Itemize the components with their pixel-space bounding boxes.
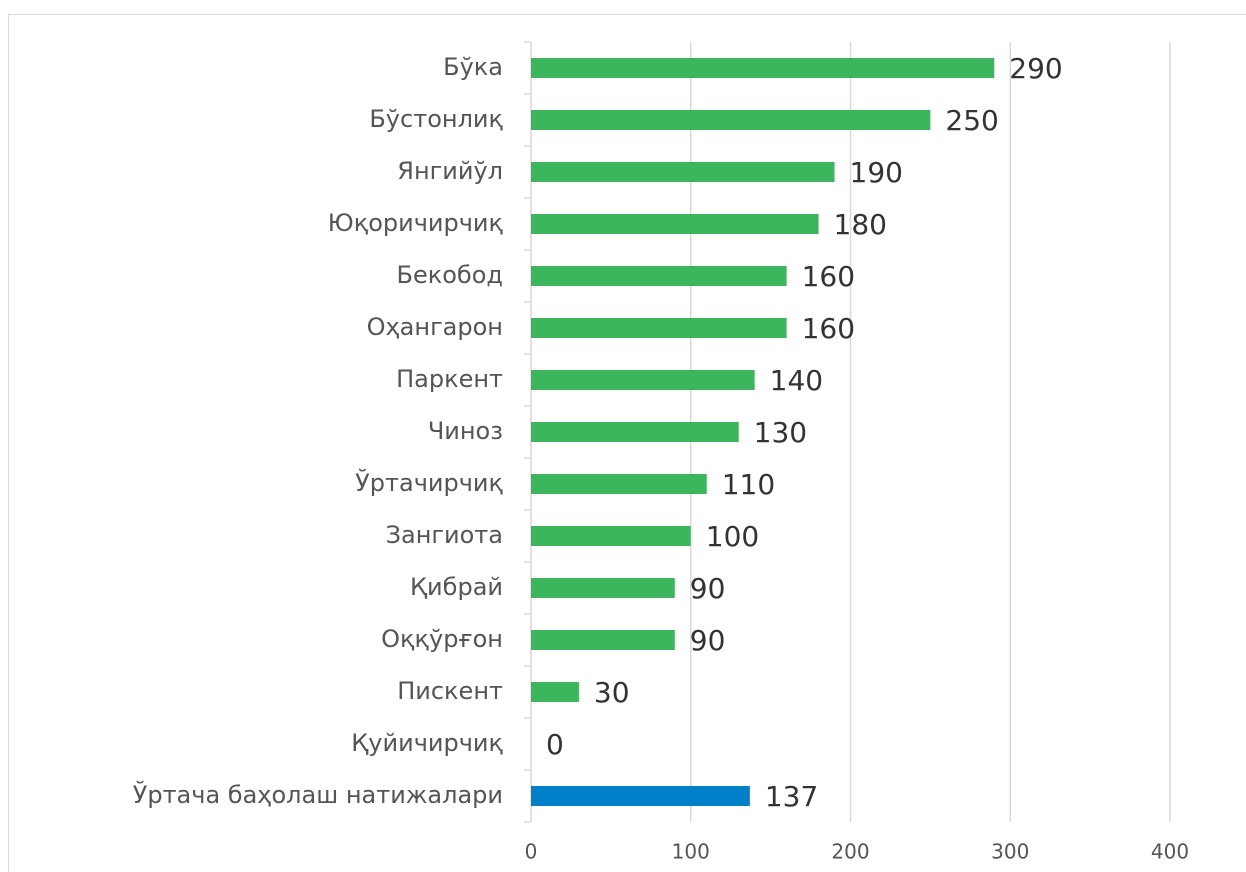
bar	[531, 422, 739, 442]
x-tick-label: 100	[672, 840, 710, 864]
value-label: 160	[802, 260, 855, 293]
category-label: Қибрай	[410, 573, 503, 601]
value-label: 190	[850, 156, 903, 189]
category-label: Ўртачирчиқ	[355, 468, 503, 497]
bar	[531, 266, 787, 286]
value-label: 90	[690, 624, 726, 657]
category-label: Янгийўл	[397, 157, 503, 185]
value-label: 100	[706, 520, 759, 553]
value-label: 30	[594, 676, 630, 709]
value-label: 140	[770, 364, 823, 397]
value-label: 137	[765, 780, 818, 813]
bar	[531, 58, 995, 78]
category-label: Пискент	[397, 677, 503, 705]
value-label: 90	[690, 572, 726, 605]
x-tick-label: 200	[831, 840, 869, 864]
category-label: Бўка	[443, 53, 503, 81]
bar	[531, 578, 675, 598]
category-label: Чиноз	[428, 417, 503, 445]
value-label: 160	[802, 312, 855, 345]
category-label: Қуйичирчиқ	[351, 729, 503, 757]
category-label: Юқоричирчиқ	[328, 209, 504, 237]
x-tick-label: 400	[1151, 840, 1189, 864]
value-label: 250	[945, 104, 998, 137]
x-tick-label: 300	[991, 840, 1029, 864]
value-label: 290	[1009, 52, 1062, 85]
x-tick-label: 0	[525, 840, 538, 864]
bar	[531, 474, 707, 494]
chart-frame	[8, 14, 1246, 872]
bar	[531, 526, 691, 546]
category-label: Зангиота	[386, 521, 503, 549]
bar	[531, 786, 750, 806]
category-label: Ўртача баҳолаш натижалари	[133, 780, 503, 809]
category-label: Паркент	[396, 365, 503, 393]
bar	[531, 214, 819, 234]
value-label: 0	[546, 728, 564, 761]
value-label: 130	[754, 416, 807, 449]
value-label: 180	[834, 208, 887, 241]
category-label: Бўстонлиқ	[369, 105, 503, 133]
bar	[531, 630, 675, 650]
bar	[531, 318, 787, 338]
category-label: Оққўрғон	[381, 625, 503, 653]
bar	[531, 682, 579, 702]
bar	[531, 370, 755, 390]
category-label: Оҳангарон	[367, 313, 503, 341]
value-label: 110	[722, 468, 775, 501]
bar	[531, 162, 835, 182]
category-label: Бекобод	[397, 261, 504, 289]
bar	[531, 110, 931, 130]
